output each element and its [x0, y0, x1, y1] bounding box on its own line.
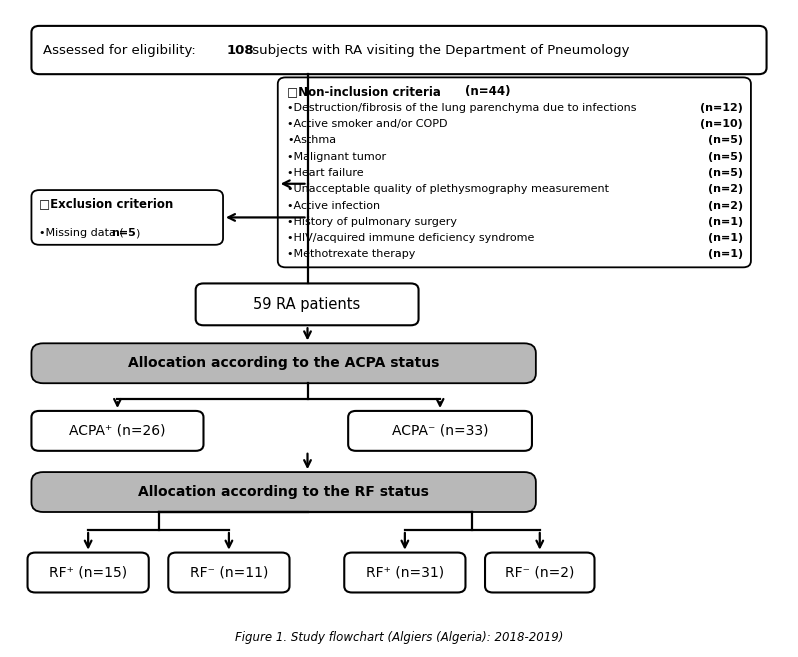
- Text: •Methotrexate therapy: •Methotrexate therapy: [287, 250, 416, 260]
- Text: Allocation according to the ACPA status: Allocation according to the ACPA status: [128, 356, 440, 371]
- Text: (n=2): (n=2): [708, 185, 743, 194]
- Text: RF⁺ (n=31): RF⁺ (n=31): [365, 566, 444, 579]
- Text: •Missing data (: •Missing data (: [39, 228, 124, 238]
- FancyBboxPatch shape: [31, 26, 767, 74]
- FancyBboxPatch shape: [31, 190, 223, 245]
- Text: (n=44): (n=44): [465, 85, 511, 98]
- FancyBboxPatch shape: [348, 411, 532, 451]
- Text: ACPA⁻ (n=33): ACPA⁻ (n=33): [392, 424, 488, 438]
- Text: •Active smoker and/or COPD: •Active smoker and/or COPD: [287, 119, 448, 129]
- Text: subjects with RA visiting the Department of Pneumology: subjects with RA visiting the Department…: [248, 43, 630, 57]
- Text: □Non-inclusion criteria: □Non-inclusion criteria: [287, 85, 445, 98]
- Text: (n=5): (n=5): [708, 152, 743, 162]
- FancyBboxPatch shape: [31, 472, 536, 512]
- Text: Allocation according to the RF status: Allocation according to the RF status: [138, 485, 429, 499]
- Text: ACPA⁺ (n=26): ACPA⁺ (n=26): [69, 424, 166, 438]
- Text: RF⁻ (n=11): RF⁻ (n=11): [190, 566, 268, 579]
- Text: •Active infection: •Active infection: [287, 200, 381, 211]
- Text: RF⁻ (n=2): RF⁻ (n=2): [505, 566, 575, 579]
- FancyBboxPatch shape: [31, 411, 203, 451]
- Text: RF⁺ (n=15): RF⁺ (n=15): [49, 566, 127, 579]
- FancyBboxPatch shape: [27, 553, 148, 593]
- Text: Assessed for eligibility:: Assessed for eligibility:: [43, 43, 200, 57]
- Text: •History of pulmonary surgery: •History of pulmonary surgery: [287, 217, 457, 227]
- Text: •Heart failure: •Heart failure: [287, 168, 364, 178]
- Text: (n=5): (n=5): [708, 168, 743, 178]
- FancyBboxPatch shape: [168, 553, 290, 593]
- Text: •Malignant tumor: •Malignant tumor: [287, 152, 386, 162]
- Text: (n=1): (n=1): [708, 233, 743, 243]
- Text: (n=5): (n=5): [708, 135, 743, 145]
- FancyBboxPatch shape: [485, 553, 595, 593]
- FancyBboxPatch shape: [278, 78, 751, 267]
- FancyBboxPatch shape: [344, 553, 465, 593]
- Text: •Asthma: •Asthma: [287, 135, 336, 145]
- Text: (n=10): (n=10): [701, 119, 743, 129]
- Text: 108: 108: [227, 43, 255, 57]
- Text: (n=2): (n=2): [708, 200, 743, 211]
- Text: (n=1): (n=1): [708, 217, 743, 227]
- Text: •Destruction/fibrosis of the lung parenchyma due to infections: •Destruction/fibrosis of the lung parenc…: [287, 103, 637, 113]
- Text: □Exclusion criterion: □Exclusion criterion: [39, 198, 173, 211]
- FancyBboxPatch shape: [196, 283, 418, 325]
- Text: n=5: n=5: [111, 228, 136, 238]
- Text: 59 RA patients: 59 RA patients: [254, 297, 361, 312]
- Text: •HIV/acquired immune deficiency syndrome: •HIV/acquired immune deficiency syndrome: [287, 233, 535, 243]
- Text: (n=12): (n=12): [700, 103, 743, 113]
- Text: (n=1): (n=1): [708, 250, 743, 260]
- Text: ): ): [135, 228, 139, 238]
- Text: Figure 1. Study flowchart (Algiers (Algeria): 2018-2019): Figure 1. Study flowchart (Algiers (Alge…: [235, 631, 563, 644]
- FancyBboxPatch shape: [31, 344, 536, 383]
- Text: •Unacceptable quality of plethysmography measurement: •Unacceptable quality of plethysmography…: [287, 185, 609, 194]
